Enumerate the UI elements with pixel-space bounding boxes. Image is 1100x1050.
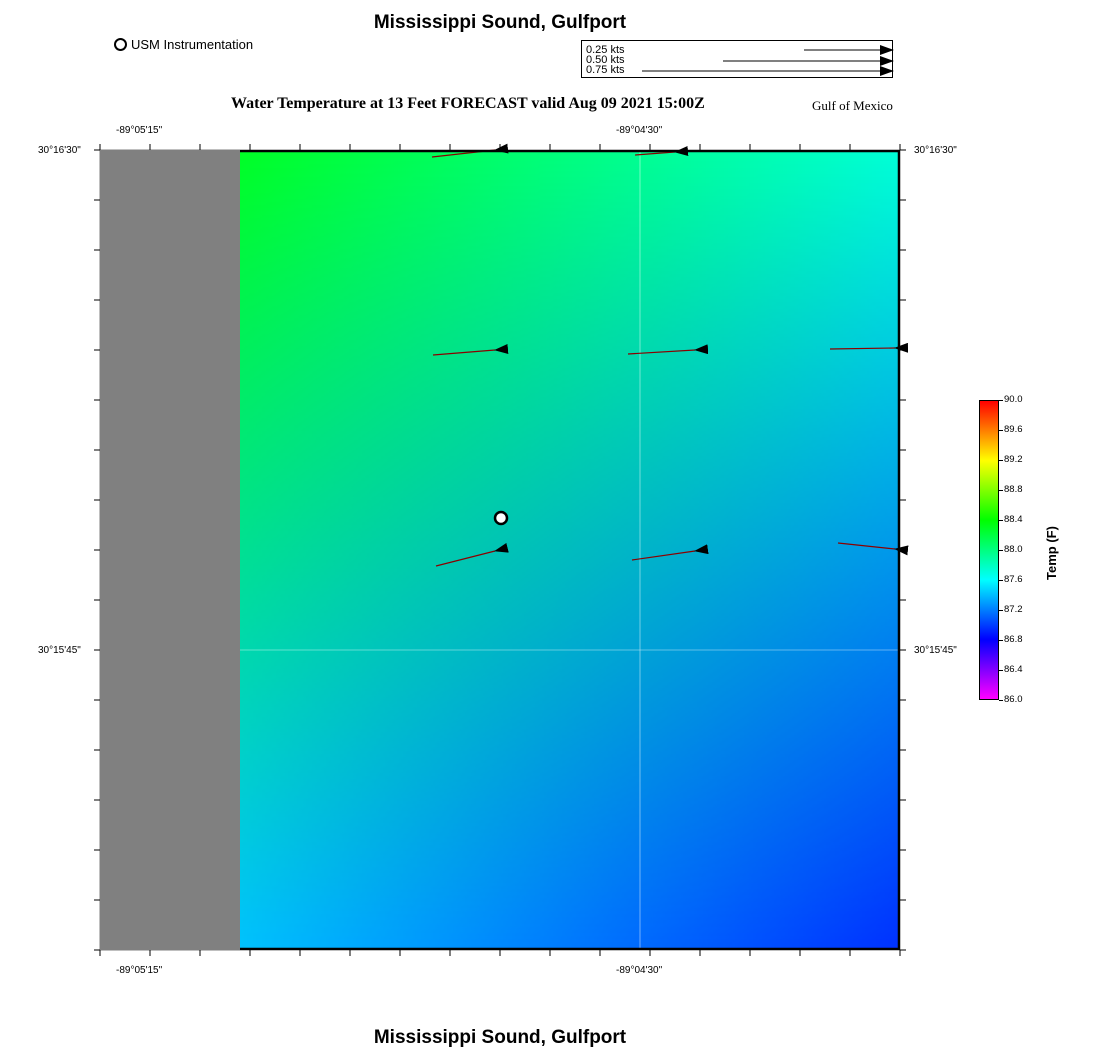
colorbar-tick — [999, 640, 1003, 641]
colorbar-tick-label: 88.0 — [1004, 544, 1023, 555]
vector-scale-label-3: 0.75 kts — [586, 64, 625, 76]
current-vector — [432, 343, 509, 356]
current-vector — [837, 542, 909, 556]
y-tick-label-left-2: 30°15'45" — [38, 645, 81, 656]
x-tick-label-top-1: -89°05'15" — [116, 125, 163, 136]
colorbar-title: Temp (F) — [1044, 526, 1059, 580]
colorbar-tick-label: 87.6 — [1004, 574, 1023, 585]
y-tick-label-left-1: 30°16'30" — [38, 145, 81, 156]
colorbar-tick-label: 86.4 — [1004, 664, 1023, 675]
chart-subtitle: Water Temperature at 13 Feet FORECAST va… — [231, 95, 705, 112]
land-area — [100, 150, 240, 950]
current-vector — [634, 146, 689, 157]
colorbar-tick — [999, 460, 1003, 461]
colorbar-tick — [999, 700, 1003, 701]
map-title: Mississippi Sound, Gulfport — [373, 12, 627, 33]
colorbar-tick — [999, 670, 1003, 671]
colorbar-tick-label: 86.8 — [1004, 634, 1023, 645]
x-tick-label-top-2: -89°04'30" — [616, 125, 663, 136]
station-legend-label: USM Instrumentation — [131, 37, 254, 52]
x-tick-label-bottom-1: -89°05'15" — [116, 965, 163, 976]
colorbar-tick — [999, 490, 1003, 491]
x-tick-label-bottom-2: -89°04'30" — [616, 965, 663, 976]
region-label: Gulf of Mexico — [812, 98, 893, 113]
colorbar-tick-label: 89.2 — [1004, 454, 1023, 465]
colorbar-tick-label: 90.0 — [1004, 394, 1023, 405]
colorbar-tick — [999, 400, 1003, 401]
colorbar-tick — [999, 430, 1003, 431]
vector-scale-label-2: 0.50 kts — [586, 54, 625, 66]
colorbar-tick-label: 88.4 — [1004, 514, 1023, 525]
colorbar-tick-label: 88.8 — [1004, 484, 1023, 495]
footer-title: Mississippi Sound, Gulfport — [373, 1027, 627, 1048]
current-vector — [829, 342, 909, 353]
current-vector — [627, 344, 709, 355]
temperature-colorbar — [979, 400, 999, 700]
colorbar-tick — [999, 550, 1003, 551]
current-vector — [631, 544, 709, 561]
colorbar-tick — [999, 520, 1003, 521]
tick-marks — [94, 144, 906, 956]
colorbar-tick — [999, 580, 1003, 581]
y-tick-label-right-2: 30°15'45" — [914, 645, 957, 656]
vector-scale-legend: 0.25 kts 0.50 kts 0.75 kts — [581, 40, 894, 78]
colorbar-tick-label: 86.0 — [1004, 694, 1023, 705]
station-legend: USM Instrumentation — [114, 37, 253, 52]
current-vector — [435, 542, 509, 567]
colorbar-tick-label: 89.6 — [1004, 424, 1023, 435]
colorbar-tick — [999, 610, 1003, 611]
y-tick-label-right-1: 30°16'30" — [914, 145, 957, 156]
usm-station-marker — [493, 510, 509, 526]
vector-scale-label-1: 0.25 kts — [586, 44, 625, 56]
vector-scale-arrows — [642, 45, 894, 76]
station-circle-icon — [114, 38, 127, 51]
colorbar-tick-label: 87.2 — [1004, 604, 1023, 615]
